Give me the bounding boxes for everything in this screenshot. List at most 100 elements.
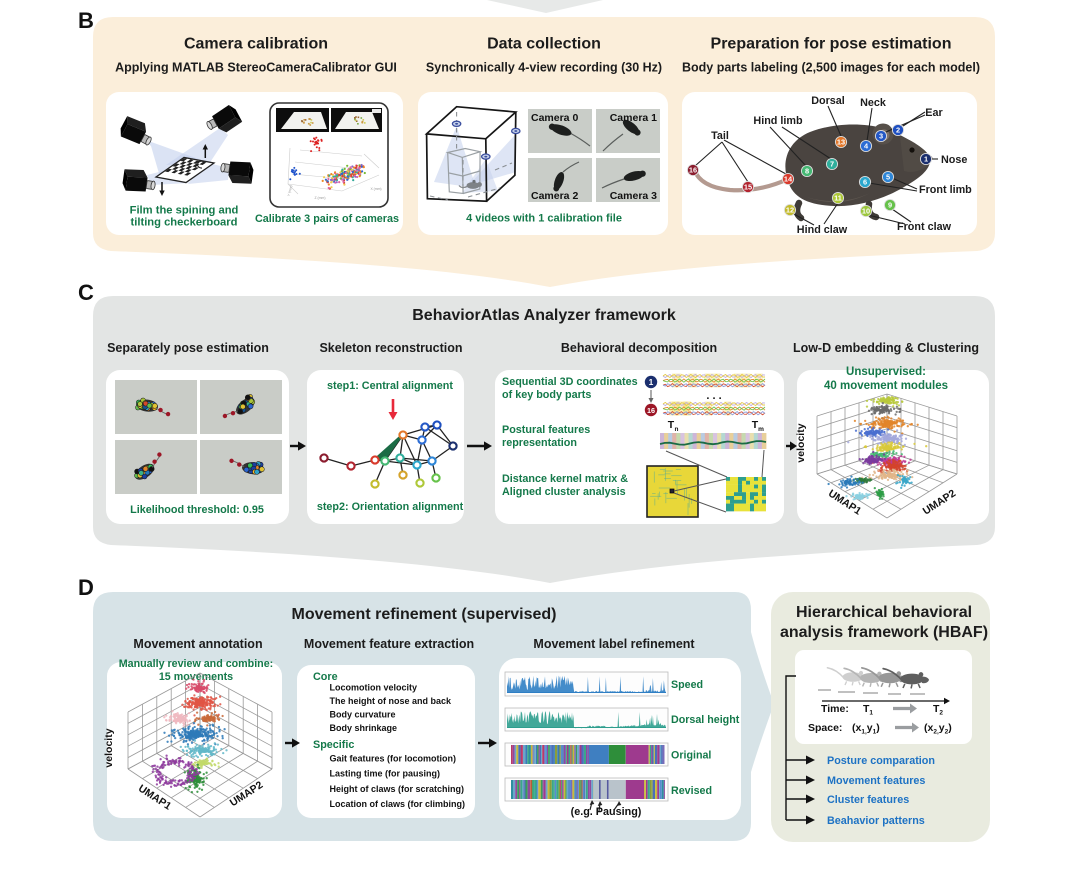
svg-text:B: B (78, 8, 94, 33)
svg-text:Camera 3: Camera 3 (610, 190, 657, 202)
svg-text:Beahavior patterns: Beahavior patterns (827, 815, 925, 827)
svg-text:3: 3 (879, 132, 883, 141)
svg-text:Hind limb: Hind limb (753, 115, 803, 127)
svg-text:Neck: Neck (860, 97, 887, 109)
svg-text:Data collection: Data collection (487, 36, 601, 53)
svg-text:Movement feature extraction: Movement feature extraction (304, 637, 474, 651)
svg-text:Camera calibration: Camera calibration (184, 36, 328, 53)
svg-text:. . .: . . . (706, 390, 721, 402)
svg-text:40 movement modules: 40 movement modules (824, 380, 948, 392)
svg-text:Likelihood threshold: 0.95: Likelihood threshold: 0.95 (130, 504, 264, 516)
svg-text:The height of nose and back: The height of nose and back (330, 696, 453, 706)
svg-text:T1​: T1​ (863, 703, 873, 717)
svg-text:step1: Central alignment: step1: Central alignment (327, 380, 453, 392)
svg-text:Preparation for pose estimatio: Preparation for pose estimation (711, 36, 952, 53)
svg-text:9: 9 (888, 201, 892, 210)
svg-text:n: n (675, 426, 679, 433)
svg-text:Low-D embedding & Clustering: Low-D embedding & Clustering (793, 341, 979, 355)
svg-text:13: 13 (837, 138, 845, 147)
svg-text:Lasting time (for pausing): Lasting time (for pausing) (330, 769, 441, 779)
svg-text:Body curvature: Body curvature (330, 710, 396, 720)
svg-text:Specific: Specific (313, 739, 354, 751)
svg-text:D: D (78, 575, 94, 600)
svg-text:Behavioral decomposition: Behavioral decomposition (561, 341, 717, 355)
svg-text:Front limb: Front limb (919, 184, 972, 196)
svg-text:Core: Core (313, 671, 338, 683)
svg-text:Dorsal height: Dorsal height (671, 714, 740, 726)
svg-text:2: 2 (896, 126, 900, 135)
svg-text:16: 16 (647, 406, 655, 415)
svg-text:(e.g. Pausing): (e.g. Pausing) (571, 806, 642, 818)
svg-text:velocity: velocity (795, 423, 807, 462)
svg-text:velocity: velocity (103, 728, 115, 767)
svg-text:Manually review and combine:: Manually review and combine: (119, 658, 273, 670)
svg-text:Z (mm): Z (mm) (315, 196, 326, 200)
svg-text:of key body parts: of key body parts (502, 389, 591, 401)
svg-text:Applying MATLAB StereoCameraCa: Applying MATLAB StereoCameraCalibrator G… (115, 61, 397, 75)
svg-text:Time:: Time: (821, 703, 849, 715)
svg-text:Cluster features: Cluster features (827, 794, 909, 806)
svg-text:Synchronically 4-view recordin: Synchronically 4-view recording (30 Hz) (426, 61, 662, 75)
svg-text:T: T (752, 419, 759, 431)
svg-text:Sequential 3D coordinates: Sequential 3D coordinates (502, 376, 638, 388)
svg-text:11: 11 (834, 194, 842, 203)
svg-text:Dorsal: Dorsal (811, 95, 845, 107)
svg-text:8: 8 (805, 167, 809, 176)
svg-text:Revised: Revised (671, 785, 712, 797)
svg-text:16: 16 (689, 166, 697, 175)
svg-text:Hierarchical behavioral: Hierarchical behavioral (796, 604, 972, 621)
svg-text:Movement annotation: Movement annotation (133, 637, 262, 651)
svg-text:15 movements: 15 movements (159, 671, 233, 683)
svg-text:BehaviorAtlas Analyzer framewo: BehaviorAtlas Analyzer framework (412, 307, 676, 324)
svg-text:step2: Orientation alignment: step2: Orientation alignment (317, 501, 464, 513)
svg-text:(x1,​y1​): (x1,​y1​) (852, 722, 880, 736)
svg-text:T: T (668, 419, 675, 431)
svg-text:tilting checkerboard: tilting checkerboard (131, 217, 238, 229)
svg-text:Separately pose estimation: Separately pose estimation (107, 341, 269, 355)
svg-text:T2​: T2​ (933, 703, 943, 717)
svg-text:Camera 0: Camera 0 (531, 112, 578, 124)
svg-text:Ear: Ear (925, 107, 943, 119)
svg-text:Camera 1: Camera 1 (610, 112, 657, 124)
svg-text:15: 15 (744, 183, 752, 192)
svg-text:analysis framework (HBAF): analysis framework (HBAF) (780, 624, 988, 641)
svg-text:12: 12 (786, 206, 794, 215)
svg-text:Nose: Nose (941, 154, 967, 166)
svg-text:10: 10 (862, 207, 870, 216)
svg-text:Y (mm): Y (mm) (287, 185, 294, 197)
svg-text:4 videos with 1 calibration fi: 4 videos with 1 calibration file (466, 213, 622, 225)
svg-text:Postural features: Postural features (502, 424, 590, 436)
svg-text:Movement features: Movement features (827, 775, 925, 787)
svg-text:Gait features (for locomotion): Gait features (for locomotion) (330, 754, 457, 764)
svg-text:(x2,​y2​): (x2,​y2​) (924, 722, 952, 736)
svg-text:Distance kernel matrix &: Distance kernel matrix & (502, 473, 628, 485)
svg-text:m: m (758, 426, 764, 433)
svg-text:Body parts labeling (2,500 ima: Body parts labeling (2,500 images for ea… (682, 61, 980, 75)
svg-text:Height of claws (for scratchin: Height of claws (for scratching) (330, 784, 465, 794)
svg-text:5: 5 (886, 173, 890, 182)
svg-text:7: 7 (830, 160, 834, 169)
svg-text:representation: representation (502, 437, 577, 449)
svg-text:Original: Original (671, 750, 711, 762)
svg-text:Camera 2: Camera 2 (531, 190, 578, 202)
svg-text:1: 1 (924, 155, 928, 164)
svg-text:C: C (78, 280, 94, 305)
svg-text:Locomotion velocity: Locomotion velocity (330, 683, 418, 693)
svg-text:Space:: Space: (808, 722, 842, 734)
svg-text:Unsupervised:: Unsupervised: (846, 366, 926, 378)
svg-text:Location of claws (for climbin: Location of claws (for climbing) (330, 799, 466, 809)
svg-text:4: 4 (864, 142, 869, 151)
svg-text:Body shrinkage: Body shrinkage (330, 723, 398, 733)
svg-text:Posture comparation: Posture comparation (827, 755, 935, 767)
svg-text:Speed: Speed (671, 679, 703, 691)
svg-text:6: 6 (863, 178, 867, 187)
svg-text:Film the spining and: Film the spining and (130, 205, 239, 217)
svg-text:Tail: Tail (711, 130, 729, 142)
svg-text:Hind claw: Hind claw (797, 224, 848, 236)
svg-text:14: 14 (784, 175, 793, 184)
svg-text:Movement refinement (supervise: Movement refinement (supervised) (292, 606, 557, 623)
svg-text:Skeleton reconstruction: Skeleton reconstruction (319, 341, 462, 355)
svg-text:Front claw: Front claw (897, 221, 952, 233)
svg-text:Aligned cluster analysis: Aligned cluster analysis (502, 486, 626, 498)
svg-text:Movement label refinement: Movement label refinement (533, 637, 695, 651)
